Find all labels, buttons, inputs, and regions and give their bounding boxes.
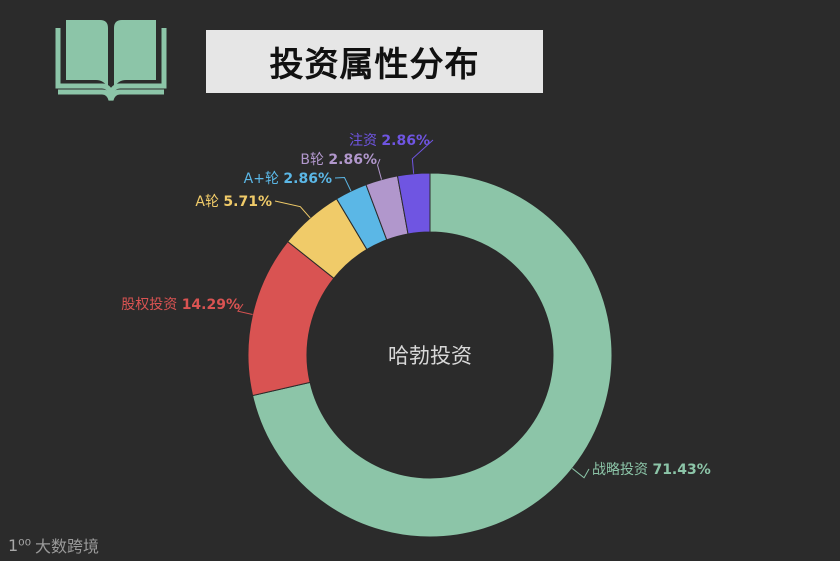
donut-slice xyxy=(251,172,613,538)
slice-label: 股权投资 14.29% xyxy=(121,297,240,313)
leader-line xyxy=(377,158,383,180)
donut-slice xyxy=(396,172,431,235)
leader-line xyxy=(334,177,352,192)
page-title: 投资属性分布 xyxy=(269,45,480,85)
watermark: 1⁰⁰ 大数跨境 xyxy=(8,533,99,557)
slice-label: A轮 5.71% xyxy=(195,194,272,210)
leader-line xyxy=(411,139,434,174)
title-banner: 投资属性分布 xyxy=(206,30,543,93)
leader-line xyxy=(237,303,253,316)
slice-label: B轮 2.86% xyxy=(300,152,377,168)
watermark-text: 大数跨境 xyxy=(35,537,100,556)
slice-label: 战略投资 71.43% xyxy=(592,462,711,478)
leader-line xyxy=(274,200,311,219)
center-label: 哈勃投资 xyxy=(388,344,472,368)
watermark-logo: 1⁰⁰ xyxy=(8,535,32,555)
leader-line xyxy=(572,468,590,479)
open-book-icon xyxy=(55,20,167,101)
slice-label: A+轮 2.86% xyxy=(244,171,332,187)
slice-label: 注资 2.86% xyxy=(349,133,430,149)
